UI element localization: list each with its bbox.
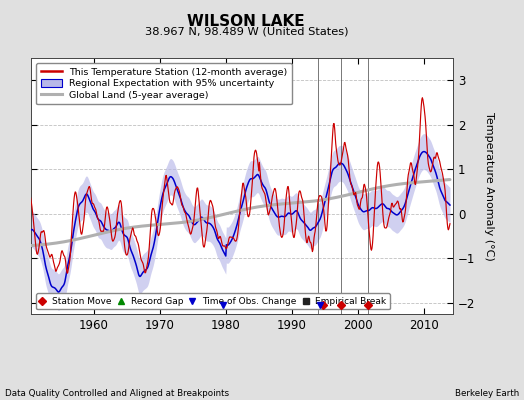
Text: Data Quality Controlled and Aligned at Breakpoints: Data Quality Controlled and Aligned at B…: [5, 389, 230, 398]
Text: Berkeley Earth: Berkeley Earth: [454, 389, 519, 398]
Text: WILSON LAKE: WILSON LAKE: [188, 14, 305, 29]
Text: 38.967 N, 98.489 W (United States): 38.967 N, 98.489 W (United States): [145, 26, 348, 36]
Y-axis label: Temperature Anomaly (°C): Temperature Anomaly (°C): [484, 112, 494, 260]
Legend: Station Move, Record Gap, Time of Obs. Change, Empirical Break: Station Move, Record Gap, Time of Obs. C…: [36, 293, 390, 310]
